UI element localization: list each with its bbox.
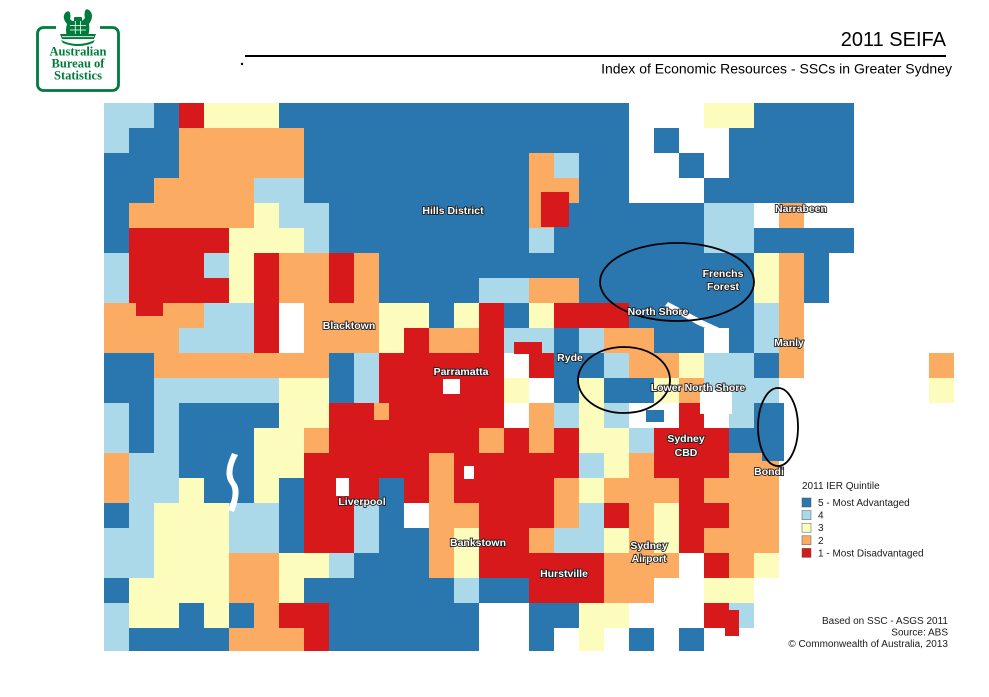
svg-text:Sydney: Sydney: [630, 540, 668, 552]
svg-text:Bankstown: Bankstown: [450, 537, 506, 549]
svg-text:Airport: Airport: [632, 553, 668, 565]
svg-text:Ryde: Ryde: [557, 352, 583, 364]
svg-text:3: 3: [818, 523, 824, 534]
svg-text:North Shore: North Shore: [628, 306, 689, 318]
svg-text:Frenchs: Frenchs: [703, 268, 744, 280]
svg-text:CBD: CBD: [675, 447, 698, 459]
svg-text:5 - Most Advantaged: 5 - Most Advantaged: [818, 498, 910, 509]
svg-text:4: 4: [818, 511, 824, 522]
svg-text:Lower North Shore: Lower North Shore: [651, 382, 746, 394]
svg-text:Parramatta: Parramatta: [434, 366, 489, 378]
svg-text:© Commonwealth of Australia, 2: © Commonwealth of Australia, 2013: [788, 639, 948, 650]
svg-text:Hurstville: Hurstville: [540, 568, 588, 580]
svg-text:Hills District: Hills District: [422, 205, 484, 217]
svg-text:Liverpool: Liverpool: [338, 496, 385, 508]
svg-text:2011 IER Quintile: 2011 IER Quintile: [802, 481, 880, 492]
svg-text:2: 2: [818, 536, 824, 547]
svg-text:Manly: Manly: [774, 337, 804, 349]
svg-text:Based on SSC - ASGS 2011: Based on SSC - ASGS 2011: [822, 616, 948, 627]
svg-text:2011 SEIFA: 2011 SEIFA: [841, 29, 947, 51]
svg-text:Bondi: Bondi: [754, 466, 784, 478]
svg-text:Australian: Australian: [50, 45, 107, 59]
svg-text:Narrabeen: Narrabeen: [775, 203, 827, 215]
svg-text:Statistics: Statistics: [54, 69, 102, 83]
svg-text:Index of Economic Resources -: Index of Economic Resources - SSCs in Gr…: [601, 61, 952, 77]
svg-text:Sydney: Sydney: [667, 433, 705, 445]
svg-text:Blacktown: Blacktown: [323, 320, 376, 332]
svg-text:1 - Most Disadvantaged: 1 - Most Disadvantaged: [818, 548, 924, 559]
svg-text:Forest: Forest: [707, 281, 740, 293]
svg-text:Source: ABS: Source: ABS: [891, 628, 948, 639]
svg-text:Bureau of: Bureau of: [52, 57, 106, 71]
